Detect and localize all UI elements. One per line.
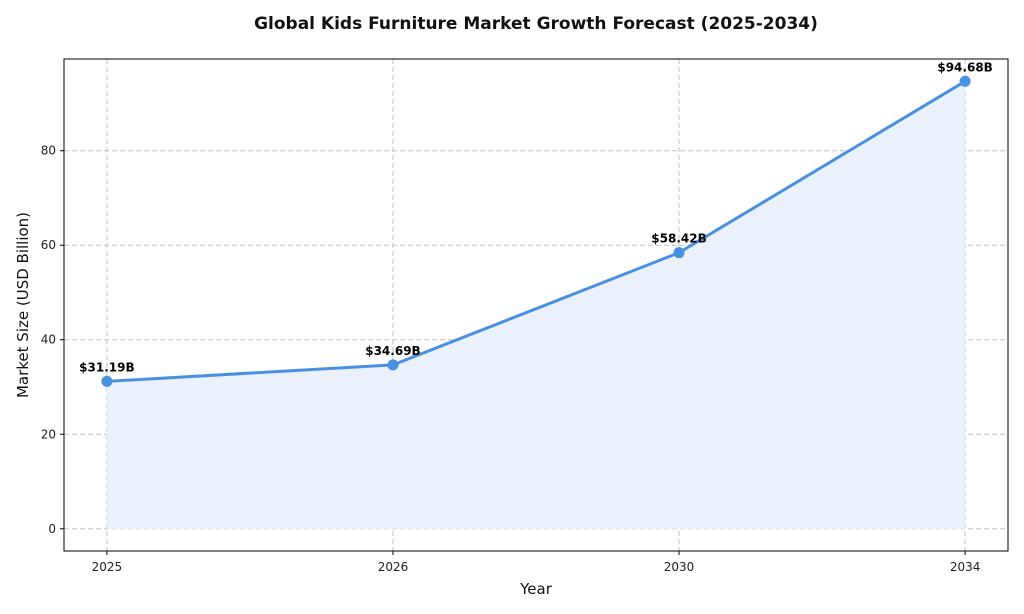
series-line	[106, 80, 966, 383]
y-tick-label: 80	[41, 144, 56, 158]
x-ticks: 2025 2026 2030 2034	[92, 551, 981, 574]
x-tick-label: 2030	[664, 560, 695, 574]
data-labels: $31.19B $34.69B $58.42B $94.68B	[79, 60, 993, 374]
data-label: $34.69B	[365, 344, 420, 358]
y-tick-label: 60	[41, 238, 56, 252]
data-points	[101, 75, 971, 387]
data-point	[101, 375, 113, 387]
data-label: $94.68B	[937, 60, 992, 74]
x-tick-label: 2034	[950, 560, 981, 574]
x-tick-label: 2026	[378, 560, 409, 574]
data-point	[959, 75, 971, 87]
y-tick-label: 40	[41, 333, 56, 347]
y-tick-label: 20	[41, 427, 56, 441]
data-point	[673, 247, 685, 259]
area-fill	[106, 81, 966, 529]
data-label: $58.42B	[651, 232, 706, 246]
y-axis-label: Market Size (USD Billion)	[14, 212, 32, 398]
chart-title: Global Kids Furniture Market Growth Fore…	[254, 14, 818, 34]
x-axis-label: Year	[519, 580, 553, 598]
data-point	[387, 359, 399, 371]
x-tick-label: 2025	[92, 560, 123, 574]
plot-frame	[63, 58, 1009, 552]
data-label: $31.19B	[79, 360, 134, 374]
y-tick-label: 0	[48, 522, 56, 536]
y-ticks: 0 20 40 60 80	[41, 144, 64, 536]
